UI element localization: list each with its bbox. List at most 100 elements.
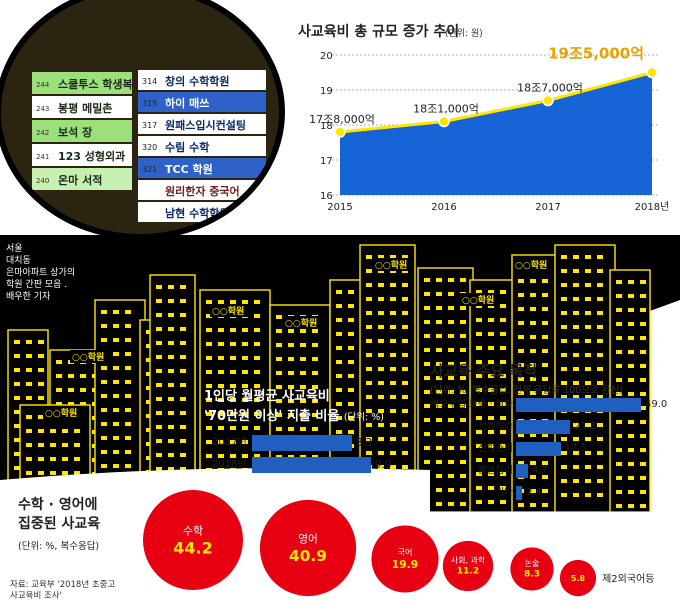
sign-number: 317 [142, 121, 157, 130]
building-window [597, 423, 603, 427]
building-window [573, 395, 579, 399]
spend-chart-title-line2: '70만원 이상' 지출 비율 (단위: %) [204, 405, 384, 424]
building-window [628, 322, 634, 326]
building-window [561, 381, 567, 385]
building-window [206, 440, 212, 444]
building-window [436, 488, 442, 492]
building-window [476, 486, 482, 490]
building-window [616, 504, 622, 508]
building-window [366, 269, 372, 273]
building-window [14, 410, 20, 414]
data-label: 18조7,000억 [517, 82, 583, 95]
purpose-bar-row: 진학준비 17.5 [420, 442, 678, 456]
building-window [180, 453, 186, 457]
building-window [597, 353, 603, 357]
building-window [530, 335, 536, 339]
building-window [640, 462, 646, 466]
building-window [530, 489, 536, 493]
purpose-bar-row: 불안심리 4.7 [420, 464, 678, 478]
building-window [180, 425, 186, 429]
building-window [390, 353, 396, 357]
building-window [180, 327, 186, 331]
building-window [448, 278, 454, 282]
building-window [254, 328, 260, 332]
building-window [378, 381, 384, 385]
building-sign-bg [70, 350, 110, 363]
building-window [366, 423, 372, 427]
building-window [168, 355, 174, 359]
building-window [242, 412, 248, 416]
purpose-bar-value: 49.0 [645, 399, 668, 410]
building-window [500, 402, 506, 406]
building-window [424, 292, 430, 296]
building-window [254, 426, 260, 430]
building-window [336, 416, 342, 420]
building-window [448, 474, 454, 478]
building-window [276, 399, 282, 403]
building-window [218, 426, 224, 430]
building-window [476, 430, 482, 434]
building-window [180, 467, 186, 471]
building-window [14, 424, 20, 428]
spend-bar-row: 2017년 8.3 [200, 435, 418, 451]
building-window [460, 502, 466, 506]
building-window [276, 427, 282, 431]
building-window [288, 329, 294, 333]
building-window [56, 374, 62, 378]
building-sign: ○○학원 [375, 259, 407, 271]
building-window [80, 388, 86, 392]
tutoring-purpose-chart: 사교육 주요 목적 (단위: %, 복수응답, 전체 응답을 100으로 환산)… [420, 360, 678, 510]
building-window [448, 348, 454, 352]
building-window [26, 396, 32, 400]
building-window [113, 310, 119, 314]
building-window [288, 427, 294, 431]
building-window [390, 339, 396, 343]
building-window [180, 355, 186, 359]
building-window [390, 311, 396, 315]
building-window [336, 402, 342, 406]
building-window [573, 465, 579, 469]
building-window [500, 458, 506, 462]
building-window [168, 467, 174, 471]
building-window [26, 382, 32, 386]
building-window [312, 399, 318, 403]
building-window [336, 332, 342, 336]
building-window [101, 324, 107, 328]
building-window [640, 476, 646, 480]
building-window [585, 367, 591, 371]
building-sign-bg [43, 406, 83, 419]
building-window [101, 464, 107, 468]
building-window [125, 366, 131, 370]
building-window [542, 321, 548, 325]
purpose-bar [516, 486, 523, 500]
sign-number: 321 [142, 165, 157, 174]
building-window [50, 443, 56, 447]
building-window [436, 376, 442, 380]
building-window [254, 370, 260, 374]
building-window [500, 318, 506, 322]
building-window [616, 448, 622, 452]
building-window [336, 388, 342, 392]
building-window [288, 343, 294, 347]
bubble-value-label: 11.2 [457, 567, 479, 577]
building-window [500, 346, 506, 350]
building-window [300, 413, 306, 417]
building-window [597, 493, 603, 497]
building-window [230, 328, 236, 332]
building-window [488, 360, 494, 364]
building-window [38, 382, 44, 386]
building-window [336, 374, 342, 378]
purpose-bar-label: 불안심리 [478, 465, 513, 476]
building-window [101, 394, 107, 398]
data-point [542, 94, 554, 107]
spend-bar-value: 8.3 [355, 437, 373, 449]
building-window [168, 453, 174, 457]
building-window [125, 352, 131, 356]
building-window [206, 314, 212, 318]
building-window [628, 308, 634, 312]
data-point [646, 66, 658, 79]
building-window [101, 380, 107, 384]
building-window [276, 315, 282, 319]
building-window [206, 384, 212, 388]
building-window [402, 297, 408, 301]
